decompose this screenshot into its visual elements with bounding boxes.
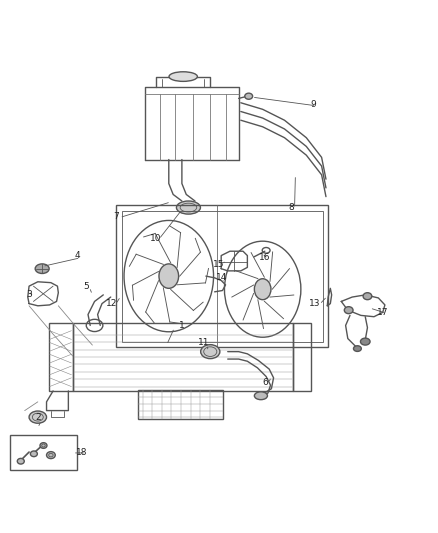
Bar <box>73 323 293 391</box>
Ellipse shape <box>17 458 24 464</box>
Text: 4: 4 <box>74 251 80 260</box>
Text: 17: 17 <box>377 308 389 317</box>
Text: 9: 9 <box>310 100 316 109</box>
Ellipse shape <box>159 264 179 288</box>
Bar <box>138 390 223 419</box>
Ellipse shape <box>201 345 220 359</box>
Ellipse shape <box>254 279 271 300</box>
Text: 13: 13 <box>309 299 321 308</box>
Ellipse shape <box>169 72 198 82</box>
Text: 1: 1 <box>179 321 185 330</box>
Text: 16: 16 <box>259 253 271 262</box>
Text: 14: 14 <box>215 273 227 282</box>
Ellipse shape <box>360 338 370 345</box>
Text: 12: 12 <box>106 299 118 308</box>
Text: 3: 3 <box>26 290 32 300</box>
Ellipse shape <box>254 392 268 400</box>
Text: 2: 2 <box>35 413 41 422</box>
Text: 5: 5 <box>83 281 89 290</box>
Text: 15: 15 <box>213 260 225 269</box>
Bar <box>11 434 77 471</box>
Text: 18: 18 <box>76 448 87 457</box>
Ellipse shape <box>35 264 49 273</box>
Text: 7: 7 <box>113 212 119 221</box>
Ellipse shape <box>46 451 55 458</box>
Text: 6: 6 <box>262 378 268 387</box>
Text: 11: 11 <box>198 338 209 348</box>
Text: 10: 10 <box>150 233 162 243</box>
Ellipse shape <box>40 443 47 448</box>
Ellipse shape <box>29 411 46 423</box>
Ellipse shape <box>177 201 201 214</box>
Bar <box>293 323 311 391</box>
Bar <box>117 205 328 348</box>
Bar <box>49 323 73 391</box>
Ellipse shape <box>363 293 372 300</box>
Ellipse shape <box>245 93 253 99</box>
Ellipse shape <box>353 346 361 351</box>
Ellipse shape <box>30 451 37 457</box>
Text: 8: 8 <box>288 203 294 212</box>
Ellipse shape <box>344 306 353 313</box>
Bar <box>122 211 323 342</box>
